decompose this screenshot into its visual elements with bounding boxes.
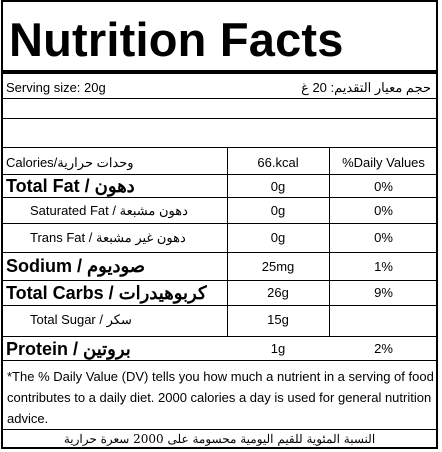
nutrient-amount: 1g	[270, 341, 286, 356]
divider	[3, 147, 436, 148]
nutrient-label-saturated-fat: Saturated Fat / دهون مشبعة	[30, 203, 188, 218]
nutrient-amount: 26g	[267, 285, 289, 300]
serving-size-en: Serving size: 20g	[6, 80, 106, 95]
nutrient-amount: 0g	[270, 203, 286, 218]
nutrient-label-sodium: Sodium / صوديوم	[6, 256, 146, 276]
nutrient-label-total-fat: Total Fat / دهون	[6, 176, 135, 196]
divider	[3, 174, 436, 175]
nutrient-daily-value: 0%	[374, 230, 393, 245]
divider	[3, 98, 436, 99]
divider	[3, 429, 436, 430]
nutrient-amount: 0g	[270, 230, 286, 245]
calories-label: Calories/وحدات حرارية	[6, 155, 134, 170]
daily-value-footnote-ar: النسبة المئوية للقيم اليومية محسومة على …	[63, 432, 376, 446]
nutrient-label-protein: Protein / بروتين	[6, 339, 131, 359]
divider	[3, 280, 436, 281]
title: Nutrition Facts	[9, 13, 344, 66]
divider	[3, 305, 436, 306]
divider	[3, 336, 436, 337]
nutrient-amount: 0g	[270, 179, 286, 194]
nutrient-amount: 15g	[267, 312, 289, 327]
divider	[3, 223, 436, 224]
serving-size-ar: حجم معيار التقديم: 20 غ	[301, 80, 431, 95]
nutrient-daily-value: 0%	[374, 203, 393, 218]
daily-value-header: %Daily Values	[342, 155, 425, 170]
divider	[3, 252, 436, 253]
nutrient-amount: 25mg	[261, 259, 295, 274]
nutrient-daily-value: 2%	[374, 341, 393, 356]
nutrient-daily-value: 1%	[374, 259, 393, 274]
nutrient-label-trans-fat: Trans Fat / دهون غير مشبعة	[30, 230, 186, 245]
calories-value: 66.kcal	[257, 155, 299, 170]
daily-value-footnote: *The % Daily Value (DV) tells you how mu…	[7, 369, 434, 426]
divider	[3, 197, 436, 198]
nutrient-label-total-carbs: Total Carbs / كربوهيدرات	[6, 283, 207, 303]
nutrient-daily-value: 0%	[374, 179, 393, 194]
divider	[3, 360, 436, 361]
divider	[3, 70, 436, 74]
nutrient-label-total-sugar: Total Sugar / سكر	[30, 312, 132, 327]
column-divider	[227, 147, 228, 336]
divider	[3, 118, 436, 119]
column-divider	[329, 147, 330, 336]
nutrient-daily-value: 9%	[374, 285, 393, 300]
